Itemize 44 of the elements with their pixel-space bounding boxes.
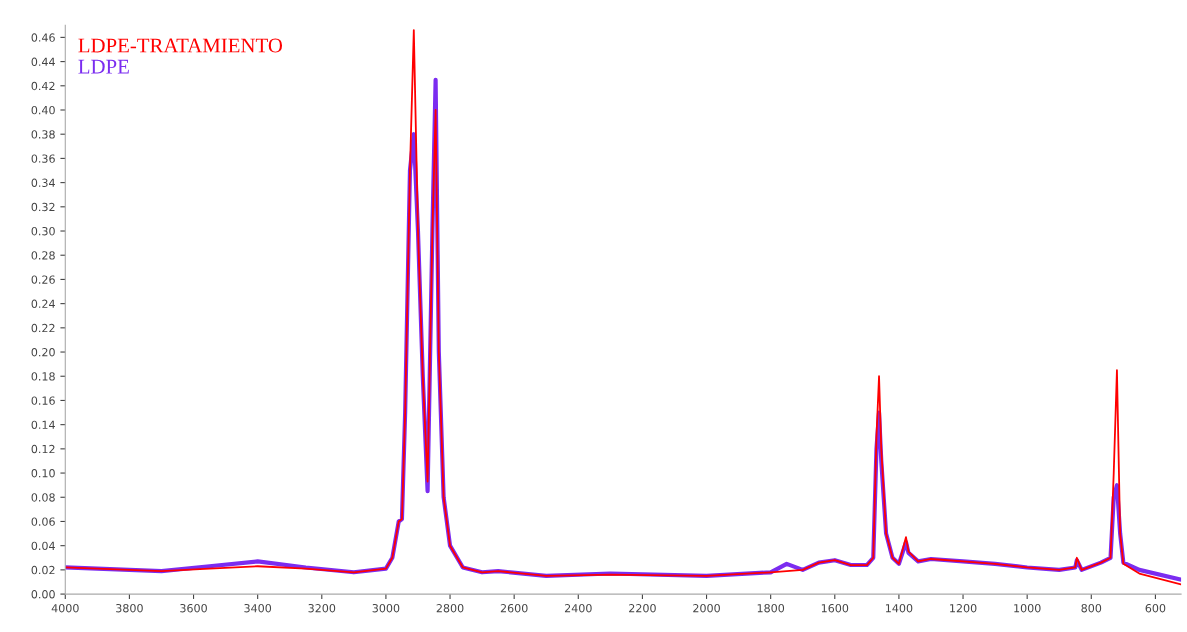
x-tick-label: 3600 [180,604,207,613]
y-tick-label: 0.42 [31,81,55,91]
y-tick-label: 0.24 [31,299,55,309]
x-tick-label: 3400 [244,604,272,613]
y-tick-label: 0.16 [31,396,55,405]
y-tick-label: 0.00 [31,590,55,599]
y-tick-label: 0.40 [31,105,55,115]
y-tick-label: 0.32 [31,202,55,212]
y-tick-label: 0.08 [31,493,55,502]
text: LDPE-TRATAMIENTO [78,38,283,53]
x-tick-label: 3800 [116,604,143,613]
y-tick-label: 0.02 [31,565,55,575]
x-tick-label: 4000 [51,604,79,613]
x-tick-label: 1800 [757,604,785,613]
x-tick-label: 2800 [436,604,464,613]
x-tick-label: 600 [1145,604,1166,613]
x-tick-label: 2000 [693,604,720,613]
y-tick-label: 0.30 [31,226,55,236]
y-tick-label: 0.14 [31,420,55,430]
y-tick-label: 0.18 [31,372,55,381]
x-tick-label: 3200 [308,604,336,613]
y-tick-label: 0.36 [31,154,55,163]
y-tick-label: 0.28 [31,251,55,260]
x-tick-label: 2200 [629,604,656,613]
y-tick-label: 0.44 [31,57,55,66]
y-tick-label: 0.10 [31,469,55,478]
x-tick-label: 1200 [950,604,977,613]
x-tick-label: 2600 [500,604,528,613]
x-tick-label: 3000 [372,604,400,613]
x-tick-label: 800 [1081,604,1102,613]
y-tick-label: 0.46 [31,33,55,42]
y-tick-label: 0.38 [31,130,55,139]
y-tick-label: 0.12 [31,444,55,454]
text: LDPE [78,59,129,74]
x-tick-label: 1400 [886,604,913,613]
y-tick-label: 0.22 [31,323,55,333]
y-tick-label: 0.26 [31,275,55,284]
y-tick-label: 0.06 [31,517,55,526]
y-tick-label: 0.20 [31,348,55,357]
y-tick-label: 0.34 [31,178,55,187]
x-tick-label: 1000 [1014,604,1041,613]
x-tick-label: 1600 [821,604,849,613]
x-tick-label: 2400 [564,604,592,613]
y-tick-label: 0.04 [31,541,55,551]
